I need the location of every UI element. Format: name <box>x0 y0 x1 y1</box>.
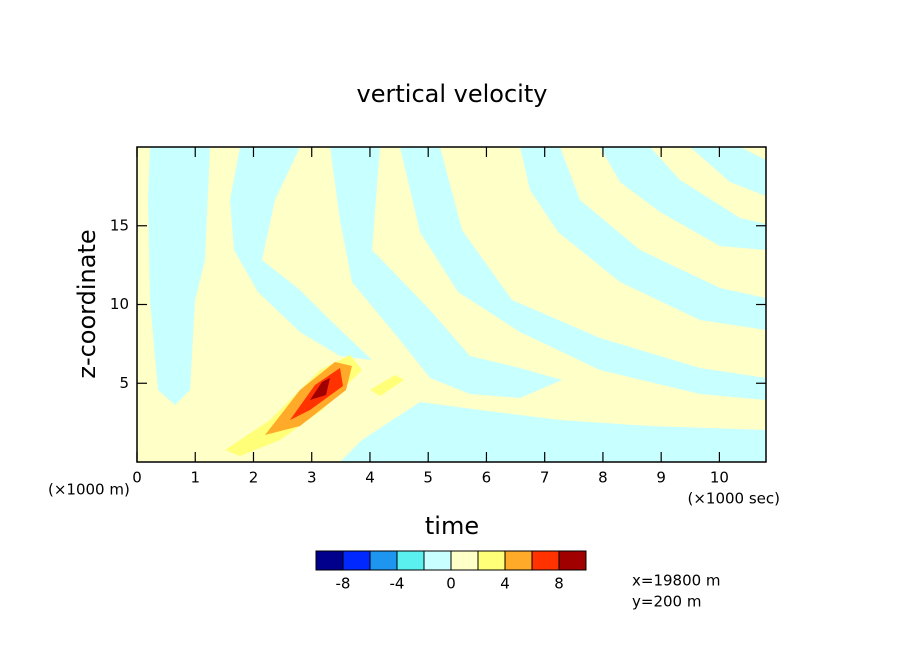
field-region <box>330 147 562 398</box>
y-tick-label: 15 <box>110 216 129 234</box>
colorbar-box <box>450 550 479 571</box>
field-region <box>148 147 210 405</box>
x-tick-label: 3 <box>307 469 317 487</box>
x-tick-label: 9 <box>656 469 666 487</box>
colorbar-box <box>369 550 398 571</box>
y-axis-label: z-coordinate <box>73 229 101 378</box>
colorbar-box <box>423 550 452 571</box>
colorbar-box <box>396 550 425 571</box>
annotation: x=19800 m <box>632 572 721 590</box>
x-tick-label: 4 <box>365 469 375 487</box>
x-tick-label: 5 <box>423 469 433 487</box>
x-tick-label: 2 <box>249 469 259 487</box>
x-axis-label: time <box>425 512 479 540</box>
colorbar-tick-label: 8 <box>554 575 564 593</box>
y-tick-label: 10 <box>110 295 129 313</box>
field-region <box>520 147 766 330</box>
field-region <box>600 147 766 250</box>
colorbar-tick-label: 0 <box>446 575 456 593</box>
x-tick-label: 8 <box>598 469 608 487</box>
y-tick-label: 5 <box>119 374 129 392</box>
x-tick-label: 10 <box>710 469 729 487</box>
colorbar-box <box>504 550 533 571</box>
x-tick-label: 6 <box>482 469 492 487</box>
colorbar-box <box>477 550 506 571</box>
contour-field <box>137 147 766 462</box>
field-region <box>370 375 404 396</box>
colorbar-box <box>531 550 560 571</box>
colorbar-box <box>558 550 587 571</box>
colorbar-box <box>315 550 344 571</box>
field-region <box>690 147 766 196</box>
field-region <box>400 147 766 400</box>
x-unit: (×1000 sec) <box>687 490 780 508</box>
x-tick-label: 7 <box>540 469 550 487</box>
y-unit: (×1000 m) <box>48 481 130 499</box>
x-tick-label: 1 <box>190 469 200 487</box>
field-region <box>310 378 330 400</box>
chart-title: vertical velocity <box>357 80 548 108</box>
field-region <box>340 402 766 462</box>
annotation: y=200 m <box>632 593 701 611</box>
field-region <box>230 147 372 360</box>
colorbar-tick-label: -8 <box>336 575 351 593</box>
colorbar-box <box>342 550 371 571</box>
x-tick-label: 0 <box>132 469 142 487</box>
colorbar-tick-label: 4 <box>500 575 510 593</box>
colorbar-tick-label: -4 <box>390 575 405 593</box>
